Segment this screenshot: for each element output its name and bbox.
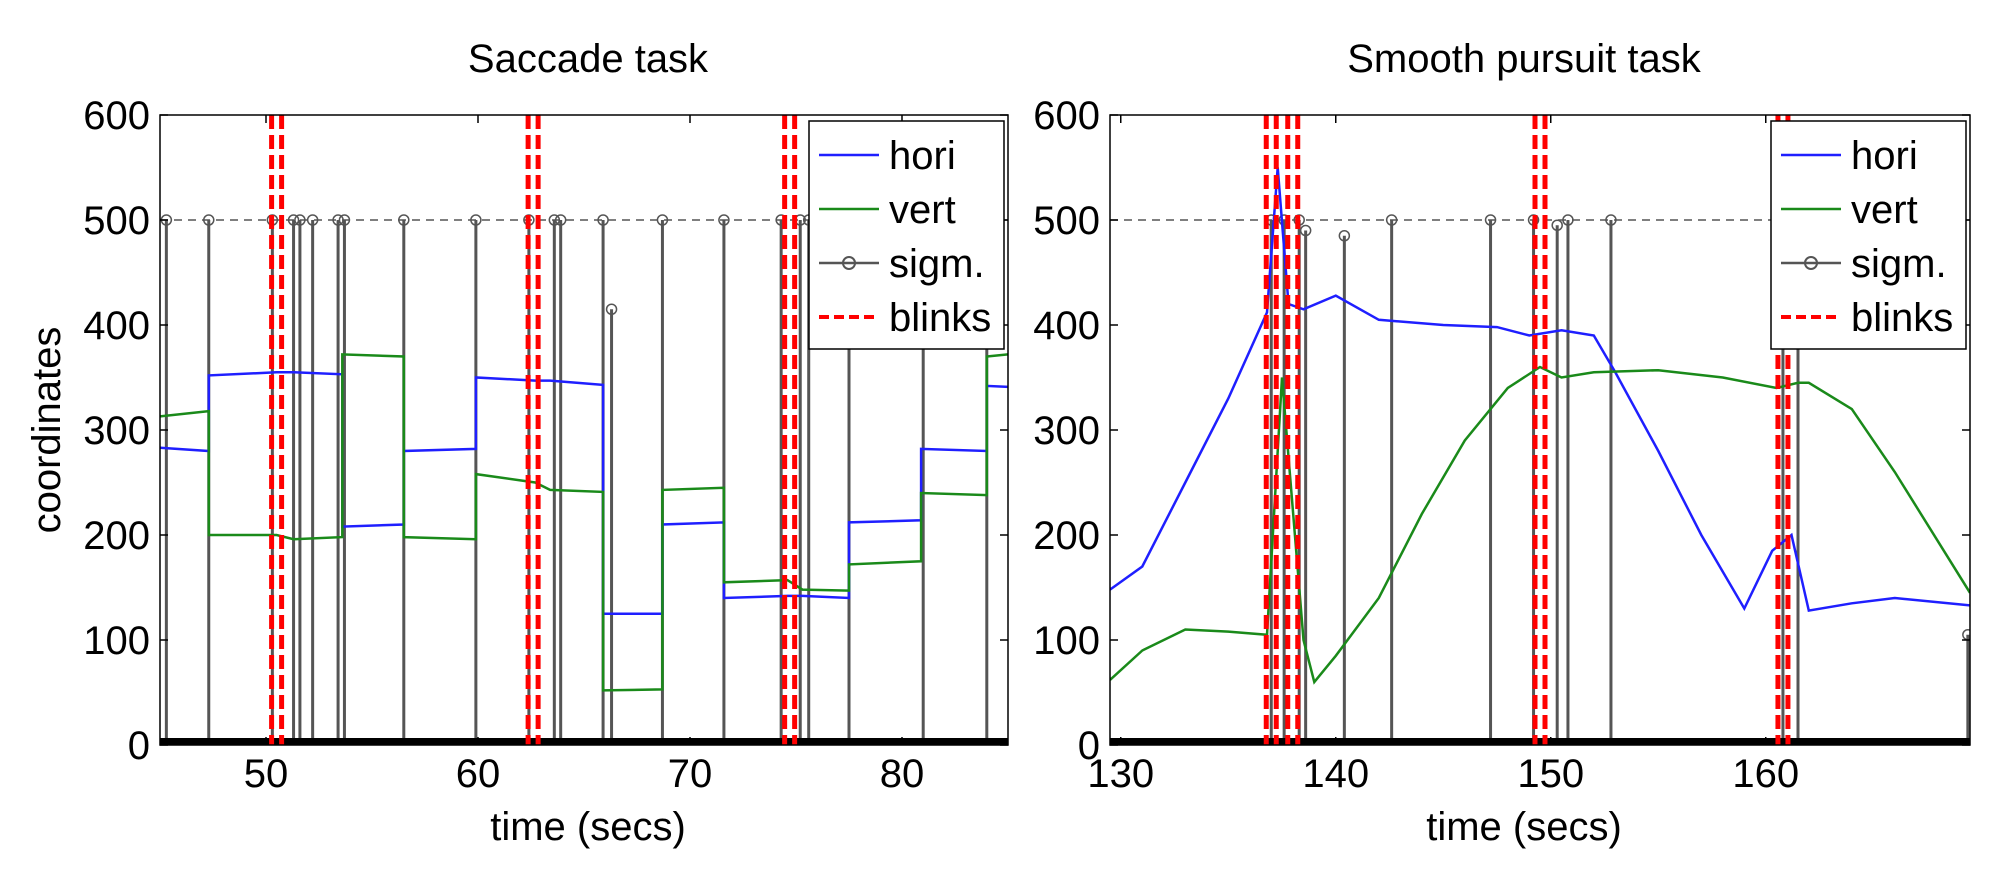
x-tick-label: 150: [1517, 752, 1584, 796]
legend: hori vert sigm. blinks: [1770, 120, 1967, 350]
legend-label: hori: [889, 134, 956, 178]
x-tick-label: 50: [244, 752, 289, 796]
sigmoid-marker: [1562, 214, 1574, 226]
y-tick-label: 300: [83, 409, 150, 453]
x-tick-label: 140: [1302, 752, 1369, 796]
sigmoid-marker: [398, 214, 410, 226]
sigmoid-marker: [656, 214, 669, 226]
y-tick-label: 200: [83, 514, 150, 558]
legend-label: blinks: [889, 296, 991, 340]
chart-title: Saccade task: [468, 37, 709, 81]
legend-box: [1770, 120, 1967, 350]
y-tick-label: 0: [1078, 724, 1100, 768]
legend-label: vert: [889, 188, 956, 232]
legend-label: sigm.: [889, 242, 985, 286]
y-tick-label: 100: [1033, 619, 1100, 663]
legend-label: sigm.: [1851, 242, 1947, 286]
sigmoid-marker: [1484, 214, 1497, 226]
y-tick-label: 0: [128, 724, 150, 768]
legend: hori vert sigm. blinks: [808, 120, 1005, 350]
legend-marker: [1804, 256, 1818, 270]
legend-marker: [842, 256, 856, 270]
legend-label: vert: [1851, 188, 1918, 232]
series-line-hori: [160, 371, 1008, 616]
y-tick-label: 500: [83, 199, 150, 243]
sigmoid-marker: [1605, 214, 1617, 226]
blinks-series: [269, 115, 798, 745]
y-tick-label: 500: [1033, 199, 1100, 243]
chart-title: Smooth pursuit task: [1347, 37, 1701, 81]
sigmoid-marker: [338, 214, 351, 226]
x-tick-label: 70: [668, 752, 713, 796]
y-tick-label: 100: [83, 619, 150, 663]
sigmoid-marker: [203, 214, 215, 226]
sigmoid-marker: [294, 214, 306, 226]
plot-area: [160, 115, 1008, 745]
x-axis-label: time (secs): [490, 805, 686, 849]
sigmoid-marker: [605, 303, 618, 315]
y-tick-label: 600: [83, 94, 150, 138]
saccade-chart: Saccade task time (secs) coordinates 50 6…: [25, 37, 1009, 849]
sigmoid-marker: [1385, 214, 1398, 226]
sigmoid-marker: [554, 214, 567, 226]
legend-box: [808, 120, 1005, 350]
sigmoid-marker: [597, 214, 609, 226]
x-axis-label: time (secs): [1426, 805, 1622, 849]
sigmoid-marker: [1338, 230, 1351, 242]
x-tick-label: 130: [1087, 752, 1154, 796]
y-axis-label: coordinates: [25, 327, 69, 534]
y-tick-label: 400: [1033, 304, 1100, 348]
series-line-vert: [1110, 365, 1970, 685]
sigmoid-marker: [306, 214, 319, 226]
x-tick-label: 160: [1732, 752, 1799, 796]
x-tick-label: 60: [456, 752, 501, 796]
legend-label: blinks: [1851, 296, 1953, 340]
sigmoid-marker: [470, 214, 482, 226]
series-line-hori: [1110, 167, 1970, 613]
sigmoid-marker: [718, 214, 730, 226]
y-tick-label: 600: [1033, 94, 1100, 138]
sigmoid-marker: [1551, 219, 1563, 231]
y-tick-label: 300: [1033, 409, 1100, 453]
sigmoid-marker: [1299, 224, 1312, 237]
y-tick-label: 200: [1033, 514, 1100, 558]
series-line-vert: [160, 353, 1008, 692]
x-tick-label: 80: [880, 752, 925, 796]
smooth-pursuit-chart: Smooth pursuit task time (secs) 130 140 15…: [1033, 37, 1971, 849]
y-tick-label: 400: [83, 304, 150, 348]
plot-area: [1110, 115, 1970, 745]
legend-label: hori: [1851, 134, 1918, 178]
